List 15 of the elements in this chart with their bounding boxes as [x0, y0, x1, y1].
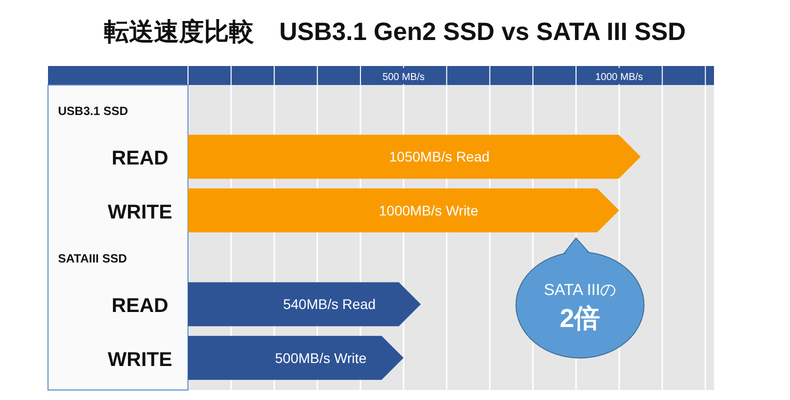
text: USB3.1 SSD [58, 104, 128, 118]
x-tick-label: 500 MB/s [382, 72, 425, 83]
x-tick-label: 1000 MB/s [595, 72, 644, 83]
annotation: 2倍 [560, 303, 600, 333]
annotation: SATA IIIの [544, 282, 616, 299]
text: SATAIII SSD [58, 252, 128, 266]
data-label: 500MB/s Write [275, 350, 367, 366]
data-label: 540MB/s Read [283, 296, 376, 312]
y-tick-label: WRITE [108, 348, 172, 371]
data-label: 1000MB/s Write [378, 202, 478, 218]
data-label: 1050MB/s Read [389, 148, 490, 165]
y-tick-label: WRITE [108, 201, 172, 224]
chart-title: 転送速度比較 USB3.1 Gen2 SSD vs SATA III SSD [104, 18, 686, 46]
y-tick-label: READ [112, 148, 168, 170]
y-tick-label: READ [112, 295, 168, 318]
